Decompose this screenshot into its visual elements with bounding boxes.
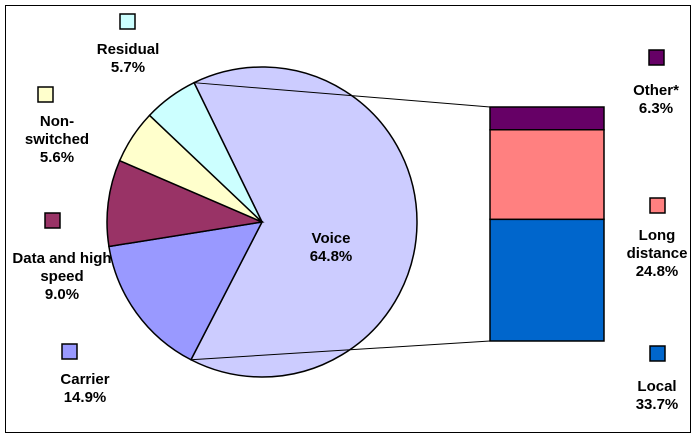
category-label: Carrier bbox=[60, 371, 110, 388]
legend-swatch bbox=[649, 345, 666, 362]
category-label: Voice bbox=[311, 230, 351, 247]
value-label: 64.8% bbox=[309, 248, 353, 265]
pie-slice bbox=[106, 159, 265, 248]
legend-swatch bbox=[61, 343, 78, 360]
value-label: 14.9% bbox=[63, 389, 107, 406]
data-label: Non-switched 5.6% bbox=[17, 113, 97, 167]
data-label: Data and high speed 9.0% bbox=[12, 250, 112, 304]
category-label: Non-switched bbox=[24, 113, 90, 148]
value-label: 5.7% bbox=[110, 59, 146, 76]
data-label: Long distance 24.8% bbox=[607, 227, 698, 281]
value-label: 5.6% bbox=[39, 149, 75, 166]
value-label: 24.8% bbox=[635, 263, 679, 280]
legend-swatch bbox=[119, 13, 136, 30]
data-label: Residual 5.7% bbox=[83, 41, 173, 77]
category-label: Other* bbox=[633, 82, 679, 99]
pie-slice bbox=[148, 81, 263, 223]
category-label: Residual bbox=[96, 41, 160, 58]
pie-slice bbox=[189, 66, 418, 378]
data-label: Other* 6.3% bbox=[616, 82, 696, 118]
bar-segment bbox=[489, 218, 605, 342]
value-label: 33.7% bbox=[635, 396, 679, 413]
category-label: Long distance bbox=[626, 227, 688, 262]
legend-swatch bbox=[37, 86, 54, 103]
legend-swatch bbox=[648, 49, 665, 66]
bar-segment bbox=[489, 129, 605, 221]
pie-slice bbox=[108, 221, 264, 361]
data-label: Voice 64.8% bbox=[291, 230, 371, 266]
legend-swatch bbox=[649, 197, 666, 214]
value-label: 9.0% bbox=[44, 286, 80, 303]
value-label: 6.3% bbox=[638, 100, 674, 117]
category-label: Data and high speed bbox=[12, 250, 112, 285]
chart-frame bbox=[5, 5, 691, 433]
data-label: Local 33.7% bbox=[617, 378, 697, 414]
connector-line bbox=[190, 340, 491, 361]
connector-line bbox=[194, 82, 491, 108]
category-label: Local bbox=[637, 378, 677, 395]
data-label: Carrier 14.9% bbox=[45, 371, 125, 407]
bar-segment bbox=[489, 106, 605, 131]
legend-swatch bbox=[44, 212, 61, 229]
